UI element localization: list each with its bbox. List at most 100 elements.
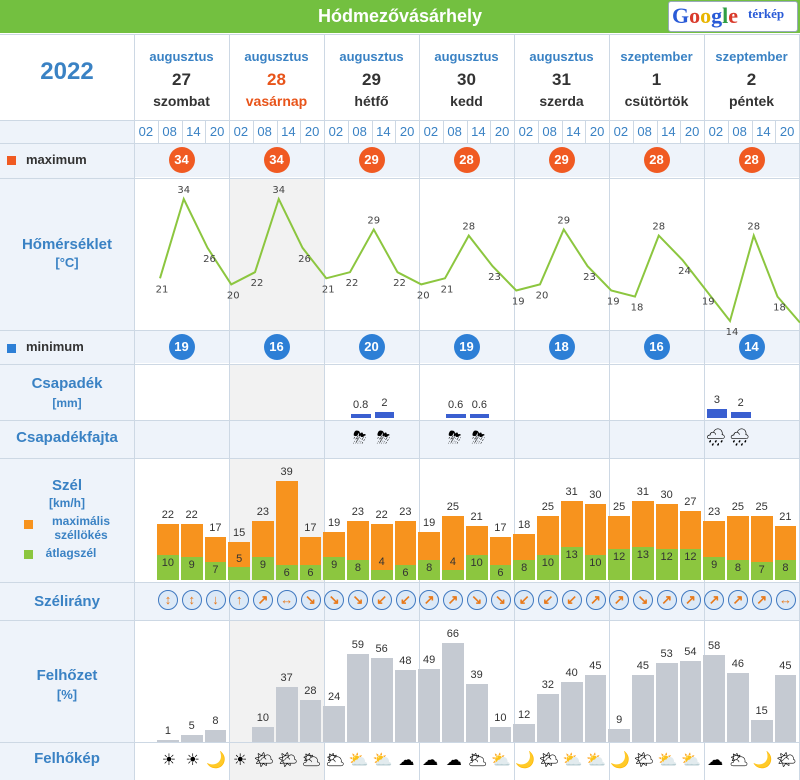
wind-sw-icon: ↙: [561, 590, 582, 610]
wind-gust-value: 22: [185, 508, 198, 521]
weather-icon: ⛅: [657, 752, 678, 769]
hour-divider: [466, 120, 468, 143]
wind-gust-value: 18: [518, 519, 531, 532]
cloud-value: 53: [660, 647, 673, 660]
weather-icon: 🌤: [538, 752, 560, 769]
cloud-bar: [204, 730, 227, 742]
wind-avg-bar: [750, 562, 773, 580]
wind-se-icon: ↘: [633, 590, 653, 610]
hour-label: 20: [779, 124, 795, 139]
hour-divider: [609, 120, 610, 143]
cloud-bar: [252, 727, 274, 742]
max-label: maximum: [26, 152, 87, 167]
wind-sw-icon: ↙: [538, 590, 558, 610]
row-divider: [0, 34, 800, 35]
cloud-value: 12: [518, 709, 531, 721]
wind-gust-value: 31: [636, 485, 649, 498]
wind-avg-value: 12: [660, 551, 673, 564]
cloud-bar: [513, 724, 535, 742]
row-divider: [0, 582, 800, 583]
max-legend-square: [7, 156, 16, 165]
map-link-label[interactable]: térkép: [748, 6, 785, 21]
thunderstorm-icon: ⛈: [471, 428, 486, 447]
wind-avg-value: 5: [236, 553, 243, 566]
cloud-value: 40: [565, 667, 578, 679]
wind-gust-value: 25: [446, 501, 459, 514]
title-bar: [0, 0, 800, 33]
cloud-value: 45: [779, 659, 792, 672]
precip-value: 2: [381, 397, 388, 409]
label-column: [0, 34, 134, 780]
hour-divider: [656, 120, 658, 143]
wind-gust-bar: [275, 480, 298, 580]
thunderstorm-icon: ⛈: [447, 428, 462, 447]
cloud-value: 46: [731, 658, 744, 670]
weather-icon: 🌤: [253, 752, 275, 769]
cloud-bar: [774, 674, 797, 742]
cloud-bar: [347, 653, 369, 742]
wind-avg-value: 9: [331, 559, 338, 572]
temperature-point-label: 28: [462, 222, 475, 233]
wind-avg-bar: [347, 559, 369, 580]
cloud-value: 32: [541, 679, 554, 691]
weather-icon: ☁: [422, 752, 439, 769]
precip-value: 0.6: [447, 399, 464, 411]
weather-icon: ⛅: [562, 752, 583, 769]
wind-avg-value: 10: [541, 556, 554, 569]
day-divider: [514, 34, 515, 780]
precip-value: 3: [713, 394, 720, 406]
wind-avg-bar: [679, 549, 702, 580]
wind-avg-value: 6: [497, 566, 504, 579]
wind-avg-bar: [537, 554, 559, 580]
google-map-button[interactable]: [668, 1, 798, 32]
hour-label: 20: [589, 124, 605, 139]
day-divider: [609, 34, 610, 780]
temperature-point-label: 22: [346, 278, 359, 289]
google-logo[interactable]: Google: [672, 3, 739, 28]
wind-gust-bar: [442, 516, 464, 580]
weather-icon: 🌤: [277, 752, 298, 769]
weather-icon: 🌥: [324, 752, 346, 769]
min-legend-square: [7, 344, 16, 353]
temperature-point-label: 18: [631, 303, 644, 314]
hour-divider: [252, 120, 254, 143]
hour-divider: [300, 120, 302, 143]
min-temp-badge: 14: [738, 334, 765, 360]
weather-icon: 🌥: [728, 752, 750, 769]
wind-avg-bar: [465, 554, 488, 580]
cloud-value: 66: [446, 628, 459, 640]
wind-avg-bar: [489, 564, 512, 580]
day-name: vasárnap: [245, 93, 308, 109]
header-cell: [0, 34, 134, 120]
rain-cloud-icon: 🌧: [705, 428, 727, 447]
day-number: 27: [172, 70, 191, 89]
wind-avg-value: 13: [565, 548, 578, 561]
wind-avg-value: 12: [613, 551, 626, 564]
wind-sw-icon: ↙: [395, 590, 416, 610]
wind-avg-value: 9: [259, 559, 266, 572]
day-month: szeptember: [620, 49, 693, 64]
temperature-point-label: 29: [557, 216, 570, 227]
wind-avg-value: 4: [449, 555, 456, 568]
hour-divider: [229, 120, 230, 143]
day-month: augusztus: [339, 49, 404, 64]
wind-gust-value: 17: [304, 521, 317, 534]
precip-unit: [mm]: [52, 396, 82, 410]
wind-gust-value: 25: [613, 501, 626, 514]
weather-icon: ☀: [161, 752, 177, 769]
day-month: augusztus: [529, 49, 594, 64]
day-name: szerda: [539, 93, 584, 109]
hour-divider: [205, 120, 207, 143]
hour-label: 20: [684, 124, 700, 139]
wind-gust-value: 25: [731, 501, 744, 514]
day-number: 28: [267, 70, 286, 89]
temperature-point-label: 24: [678, 266, 691, 277]
wind-avg-bar: [703, 557, 725, 580]
wind-avg-bar: [560, 546, 583, 580]
wind-gust-value: 23: [256, 506, 269, 519]
day-number: 2: [746, 70, 757, 89]
precip-bar: [469, 414, 490, 418]
hour-label: 20: [304, 124, 320, 139]
cloud-value: 54: [684, 646, 697, 658]
cloud-bar: [370, 658, 393, 742]
